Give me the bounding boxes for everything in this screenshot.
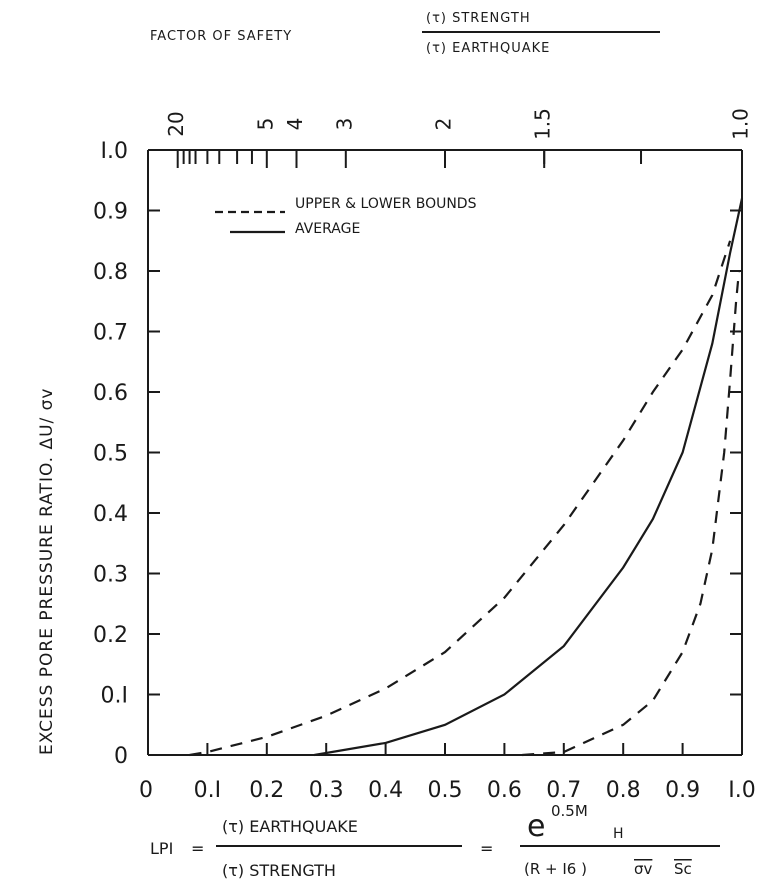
y-tick-label: 0.I — [101, 684, 128, 709]
fos-denominator: (τ) EARTHQUAKE — [426, 41, 550, 56]
series-group — [189, 198, 744, 757]
series-line-bound-0 — [189, 240, 732, 757]
x-tick-label: 0.5 — [428, 778, 463, 803]
top-tick-label: 4 — [283, 118, 307, 131]
y-tick-label: 0 — [114, 744, 128, 769]
x-tick-label: 0 — [139, 778, 153, 803]
lpi-symbol: LPI — [150, 839, 173, 858]
y-tick-label: 0.3 — [93, 563, 128, 588]
eq-e: e — [527, 809, 545, 844]
y-axis-label: EXCESS PORE PRESSURE RATIO. ΔU/ σv — [37, 388, 57, 756]
eq-denominator-1: (τ) STRENGTH — [222, 861, 336, 880]
top-tick-label: 5 — [253, 118, 277, 131]
eq-h: H — [613, 826, 624, 842]
y-tick-label: 0.5 — [93, 442, 128, 467]
eq-denominator-2: (R + I6 ) — [524, 860, 587, 878]
x-tick-label: 0.2 — [249, 778, 284, 803]
x-tick-group: 0 0.I 0.2 0.3 0.4 0.5 0.6 0.7 0.8 0.9 I.0 — [139, 743, 756, 803]
x-tick-label: 0.4 — [368, 778, 403, 803]
series-line-bound-1 — [522, 270, 741, 757]
y-tick-label: I.0 — [101, 139, 128, 164]
legend-bounds-label: UPPER & LOWER BOUNDS — [295, 196, 477, 212]
y-tick-label: 0.4 — [93, 502, 128, 527]
eq-sigma-v: σv — [634, 860, 653, 878]
x-tick-label: 0.8 — [606, 778, 641, 803]
top-tick-label: 2 — [432, 118, 456, 131]
x-tick-label: 0.I — [194, 778, 221, 803]
eq-numerator-1: (τ) EARTHQUAKE — [222, 817, 358, 836]
y-tick-label: 0.8 — [93, 260, 128, 285]
eq-s-c: Sc — [674, 860, 692, 878]
lpi-equation: LPI = (τ) EARTHQUAKE (τ) STRENGTH = e 0.… — [150, 802, 720, 880]
top-tick-label: 20 — [164, 111, 188, 136]
fos-numerator: (τ) STRENGTH — [426, 11, 531, 26]
top-tick-label: 3 — [332, 118, 356, 131]
lpi-equals: = — [191, 839, 204, 858]
legend: UPPER & LOWER BOUNDS AVERAGE — [215, 196, 477, 237]
y-tick-label: 0.2 — [93, 623, 128, 648]
y-tick-label: 0.6 — [93, 381, 128, 406]
top-tick-label: 1.0 — [729, 108, 753, 140]
x-tick-label: 0.6 — [487, 778, 522, 803]
top-tick-label: 1.5 — [531, 108, 555, 140]
legend-average-label: AVERAGE — [295, 221, 360, 237]
y-tick-label: 0.7 — [93, 321, 128, 346]
y-tick-label: 0.9 — [93, 200, 128, 225]
x-tick-label: 0.3 — [309, 778, 344, 803]
eq-equals: = — [480, 839, 493, 858]
y-tick-group: 0 0.I 0.2 0.3 0.4 0.5 0.6 0.7 0.8 0.9 I.0 — [93, 139, 742, 769]
eq-exponent: 0.5M — [551, 802, 588, 820]
top-tick-group: 20 5 4 3 2 1.5 1.0 — [164, 108, 753, 168]
fos-label: FACTOR OF SAFETY — [150, 29, 292, 44]
x-tick-label: I.0 — [728, 778, 755, 803]
x-tick-label: 0.9 — [665, 778, 700, 803]
x-tick-label: 0.7 — [546, 778, 581, 803]
series-line-average — [314, 198, 744, 757]
